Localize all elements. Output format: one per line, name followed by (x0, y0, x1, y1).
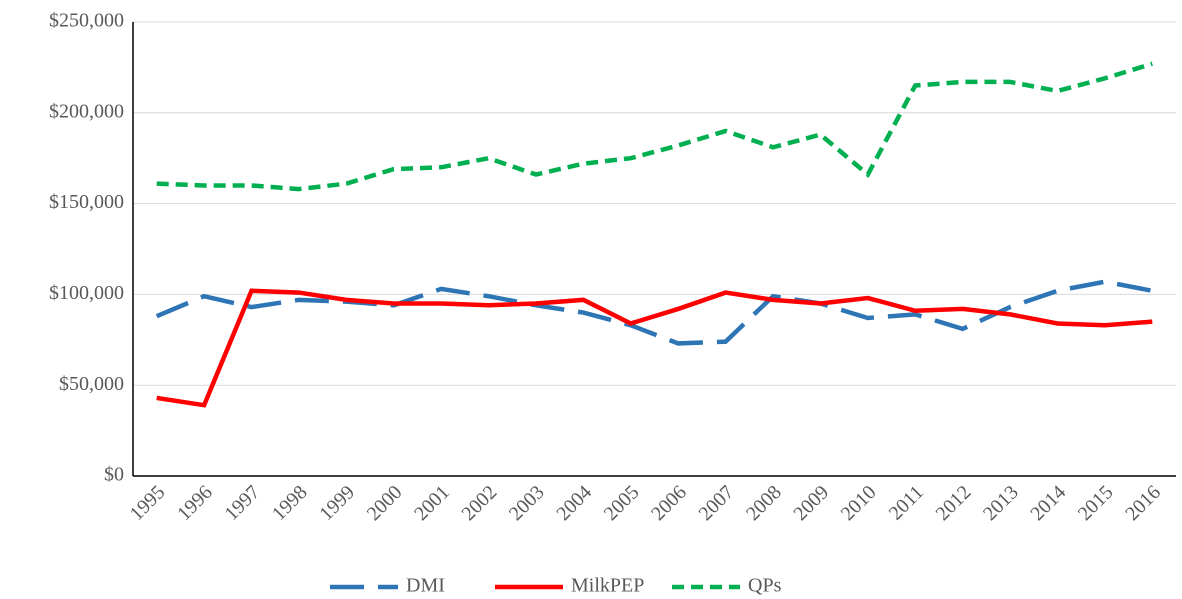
series-line (155, 279, 1153, 346)
x-tick-label: 1995 (126, 481, 170, 525)
x-tick-label: 2013 (979, 481, 1023, 525)
x-tick-label: 2000 (363, 481, 407, 525)
x-tick-label: 2007 (695, 481, 739, 525)
x-tick-label: 1998 (268, 481, 312, 525)
legend-label: DMI (406, 575, 445, 597)
legend-label: MilkPEP (571, 575, 644, 597)
y-tick-label: $50,000 (59, 373, 124, 395)
x-tick-label: 1997 (220, 481, 264, 525)
series-line (156, 288, 1153, 408)
y-tick-label: $200,000 (49, 100, 124, 122)
x-tick-label: 2015 (1074, 481, 1118, 525)
series-line (156, 61, 1153, 192)
y-tick-label: $150,000 (49, 191, 124, 213)
x-tick-label: 2004 (552, 481, 596, 525)
x-tick-label: 2003 (505, 481, 549, 525)
x-tick-label: 2002 (458, 481, 502, 525)
x-tick-label: 2010 (837, 481, 881, 525)
x-tick-label: 2001 (410, 481, 454, 525)
x-tick-label: 2012 (932, 481, 976, 525)
x-tick-label: 2005 (600, 481, 644, 525)
x-tick-label: 2009 (789, 481, 833, 525)
x-tick-label: 2006 (647, 481, 691, 525)
y-tick-label: $250,000 (49, 10, 124, 32)
legend-label: QPs (748, 575, 782, 597)
x-tick-label: 2011 (885, 481, 928, 524)
y-tick-label: $0 (104, 464, 124, 486)
y-tick-label: $100,000 (49, 282, 124, 304)
x-tick-label: 2008 (742, 481, 786, 525)
x-tick-label: 2016 (1121, 481, 1165, 525)
x-tick-label: 1996 (173, 481, 217, 525)
x-tick-label: 1999 (315, 481, 359, 525)
x-tick-label: 2014 (1026, 481, 1070, 525)
